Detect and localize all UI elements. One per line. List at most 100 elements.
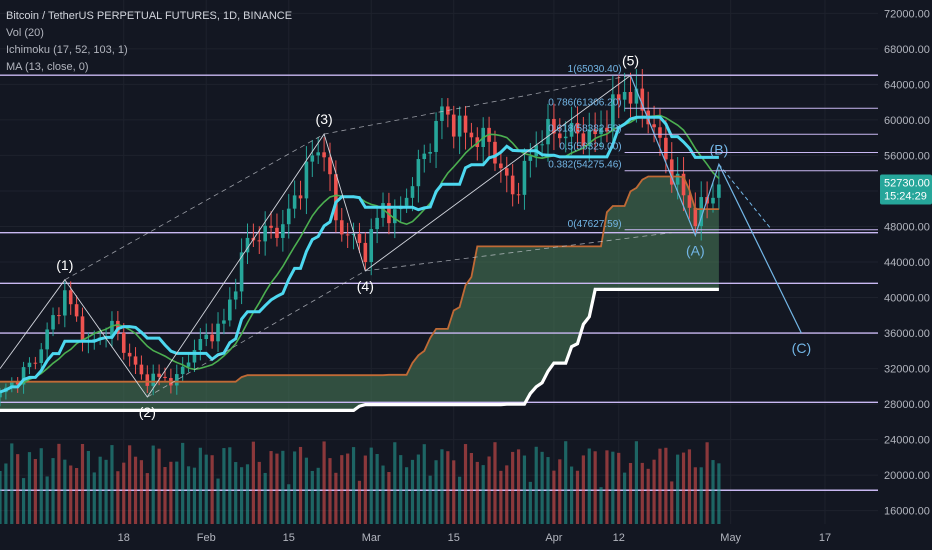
candle-body <box>622 91 627 100</box>
volume-bar <box>192 467 197 524</box>
volume-bar <box>393 442 397 524</box>
volume-bar <box>410 459 415 524</box>
candle-body <box>640 88 645 111</box>
volume-bar <box>21 478 26 524</box>
ichimoku-legend[interactable]: Ichimoku (17, 52, 103, 1) <box>6 44 128 56</box>
volume-bar <box>652 459 656 524</box>
kijun-line <box>0 115 719 394</box>
candle-body <box>611 94 615 132</box>
candle-body <box>434 120 438 152</box>
candle-body <box>540 144 544 146</box>
candle-body <box>145 374 150 386</box>
candle-body <box>57 315 61 317</box>
candle-body <box>363 242 368 263</box>
candle-body <box>286 208 291 225</box>
volume-bar <box>440 449 444 524</box>
volume-bar <box>528 481 532 524</box>
cloud-area <box>0 176 719 411</box>
elliott-wave-drawings[interactable]: (1) (2) (3) (4) (5) (A) (B) (C) <box>0 52 811 420</box>
candle-body <box>581 133 586 146</box>
volume-bar <box>458 476 462 524</box>
fib-retracement[interactable]: 1(65030.40) 0.786(61306.20) 0.618(58382.53… <box>548 64 878 231</box>
price-tick-label: 72000.00 <box>884 8 930 20</box>
volume-bar <box>569 466 574 524</box>
candle-body <box>569 122 574 137</box>
wave-label: (1) <box>56 257 73 273</box>
ma-legend[interactable]: MA (13, close, 0) <box>6 61 89 73</box>
candle-body <box>157 373 161 377</box>
volume-bar <box>381 465 385 524</box>
price-tick-label: 28000.00 <box>884 399 930 411</box>
candle-body <box>257 240 262 242</box>
price-axis[interactable]: 72000.00 68000.00 64000.00 60000.00 56000.00… <box>880 8 932 518</box>
candle-body <box>528 156 533 161</box>
volume-bar <box>611 451 615 524</box>
volume-bar <box>552 470 556 524</box>
volume-bar <box>198 447 202 524</box>
candle-body <box>216 323 220 342</box>
volume-bar <box>216 478 220 524</box>
wave-label: (3) <box>316 111 333 127</box>
volume-bar <box>587 448 591 524</box>
candle-body <box>616 94 621 100</box>
time-tick-label: 17 <box>819 532 831 544</box>
volume-bar <box>475 461 479 524</box>
wave-label: (4) <box>357 278 374 294</box>
candle-body <box>39 349 44 363</box>
wave-label: (B) <box>710 141 729 157</box>
time-axis[interactable]: 18 Feb 15 Mar 15 Apr 12 May 17 <box>118 532 831 544</box>
volume-bar <box>33 459 37 524</box>
candle-body <box>322 152 326 158</box>
volume-bar <box>163 467 167 524</box>
candle-body <box>304 161 309 199</box>
volume-bar <box>628 462 633 524</box>
candle-body <box>228 299 232 321</box>
candle-body <box>334 174 338 221</box>
candles <box>0 69 721 407</box>
price-tick-label: 48000.00 <box>884 221 930 233</box>
time-tick-label: May <box>720 532 741 544</box>
volume-bar <box>599 487 603 524</box>
ichimoku-cloud <box>0 176 719 411</box>
volume-bar <box>80 443 85 524</box>
candle-body <box>605 127 609 132</box>
last-price-label: 52730.00 <box>884 177 930 189</box>
volume-bar <box>133 456 138 524</box>
volume-bar <box>57 443 61 524</box>
candle-body <box>428 151 432 154</box>
volume-bar <box>181 442 185 524</box>
candle-body <box>80 316 85 343</box>
countdown-label: 15:24:29 <box>884 190 927 202</box>
volume-bar <box>157 448 161 524</box>
candle-body <box>110 320 114 337</box>
volume-bar <box>469 452 474 524</box>
candle-body <box>375 217 379 230</box>
candle-body <box>245 237 250 253</box>
candle-body <box>21 367 26 385</box>
volume-bar <box>493 442 497 524</box>
candle-body <box>239 252 244 292</box>
candle-body <box>599 127 603 135</box>
volume-bar <box>139 460 144 524</box>
volume-bar <box>27 452 32 524</box>
candle-body <box>292 195 297 209</box>
symbol-title[interactable]: Bitcoin / TetherUS PERPETUAL FUTURES, 1D… <box>6 10 293 22</box>
candle-body <box>404 197 409 206</box>
candle-body <box>186 362 191 367</box>
volume-bar <box>693 467 697 524</box>
candle-body <box>357 233 362 243</box>
span-a-line <box>0 175 719 383</box>
price-tick-label: 40000.00 <box>884 293 930 305</box>
volume-legend[interactable]: Vol (20) <box>6 27 44 39</box>
candle-body <box>516 194 521 196</box>
candle-body <box>510 175 515 195</box>
candle-body <box>121 332 126 353</box>
fib-level-label: 0.5(56329.00) <box>559 142 621 153</box>
candle-body <box>557 133 562 139</box>
volume-bar <box>186 466 191 524</box>
candle-body <box>316 152 321 156</box>
candle-body <box>416 159 421 187</box>
candle-body <box>275 227 279 238</box>
volume-bar <box>487 456 491 524</box>
